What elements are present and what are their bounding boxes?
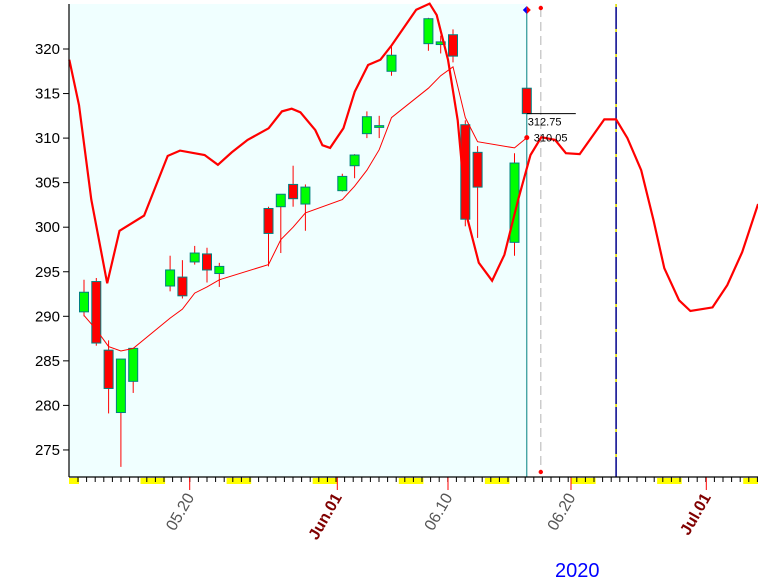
weekend-marker xyxy=(398,478,424,484)
y-axis: 275 280 285 290 295 300 305 310 315 320 xyxy=(35,41,69,459)
last-close-label: 312.75 xyxy=(528,117,562,129)
candle-body-up xyxy=(300,186,311,205)
next-bar-top-dot xyxy=(538,5,543,11)
candle-body-down xyxy=(91,281,102,344)
candle xyxy=(275,193,286,254)
y-tick-label: 310 xyxy=(35,130,60,147)
candle xyxy=(177,260,188,299)
weekend-marker xyxy=(140,478,166,484)
ma-dot xyxy=(524,135,530,141)
y-tick-label: 285 xyxy=(35,353,60,370)
candle-body-down xyxy=(448,34,458,57)
candle-body-down xyxy=(177,276,188,297)
candle-body-up xyxy=(189,252,200,263)
cycle-forecast-line xyxy=(68,2,758,313)
y-tick-label: 290 xyxy=(35,308,60,325)
ma-value-label: 310.05 xyxy=(534,133,568,145)
candle xyxy=(448,29,458,63)
y-tick-label: 275 xyxy=(35,442,60,459)
candle-body-up xyxy=(165,269,176,287)
candle-body-down xyxy=(288,183,299,200)
candles xyxy=(79,17,532,467)
candle xyxy=(300,184,311,231)
next-bar-bottom-dot xyxy=(538,469,543,475)
candle-body-up xyxy=(128,347,139,382)
weekend-marker xyxy=(226,478,252,484)
candle xyxy=(79,279,89,317)
y-tick-label: 300 xyxy=(35,219,60,236)
candle-body-up xyxy=(337,175,348,192)
y-tick-label: 280 xyxy=(35,397,60,414)
y-tick-label: 295 xyxy=(35,264,60,281)
candle xyxy=(374,115,385,139)
weekend-marker xyxy=(69,478,79,484)
weekend-marker xyxy=(571,478,596,484)
candle-body-up xyxy=(349,154,360,167)
y-tick-label: 320 xyxy=(35,41,60,58)
candle xyxy=(435,35,446,54)
history-background xyxy=(69,4,527,477)
candle-body-down xyxy=(202,253,212,271)
candle xyxy=(288,165,299,207)
candle-body-up xyxy=(214,265,225,275)
candle-body-up xyxy=(115,358,126,414)
candle xyxy=(91,277,102,346)
annotations: 312.75 310.05 xyxy=(524,113,576,145)
candle xyxy=(214,262,225,287)
current-bar-diamond-left xyxy=(522,6,527,14)
year-label: 2020 xyxy=(555,560,600,581)
weekend-markers xyxy=(69,478,758,484)
candle-body-up xyxy=(386,54,397,72)
current-bar-diamond-right xyxy=(526,6,531,14)
candle xyxy=(509,153,520,256)
y-tick-label: 305 xyxy=(35,175,60,192)
candle-body-down xyxy=(472,151,483,188)
candle-body-down xyxy=(521,87,532,115)
candle xyxy=(472,146,483,238)
candle-body-down xyxy=(103,349,114,389)
moving-average-line xyxy=(83,65,528,352)
candle xyxy=(386,44,397,76)
candle-body-up xyxy=(435,41,446,46)
candle-body-down xyxy=(263,207,274,234)
weekend-marker xyxy=(484,478,510,484)
weekend-marker xyxy=(657,478,682,484)
candle xyxy=(202,247,212,283)
candle-body-up xyxy=(423,18,434,45)
candle-body-up xyxy=(509,162,520,243)
candle-body-down xyxy=(460,124,471,220)
candle-body-up xyxy=(374,125,385,128)
x-minor-ticks xyxy=(77,477,758,482)
candle xyxy=(349,154,360,179)
y-tick-label: 315 xyxy=(35,86,60,103)
candle xyxy=(103,340,114,414)
weekend-marker xyxy=(312,478,338,484)
weekend-marker xyxy=(743,478,758,484)
candle xyxy=(361,111,372,139)
candle-body-up xyxy=(361,116,372,135)
candle xyxy=(189,245,200,265)
candle-body-up xyxy=(275,193,286,208)
candle xyxy=(115,358,126,467)
candle xyxy=(263,206,274,267)
candle xyxy=(521,87,532,115)
candle xyxy=(165,255,176,292)
candle xyxy=(337,173,348,192)
candle xyxy=(423,17,434,51)
candle-body-up xyxy=(79,291,89,313)
